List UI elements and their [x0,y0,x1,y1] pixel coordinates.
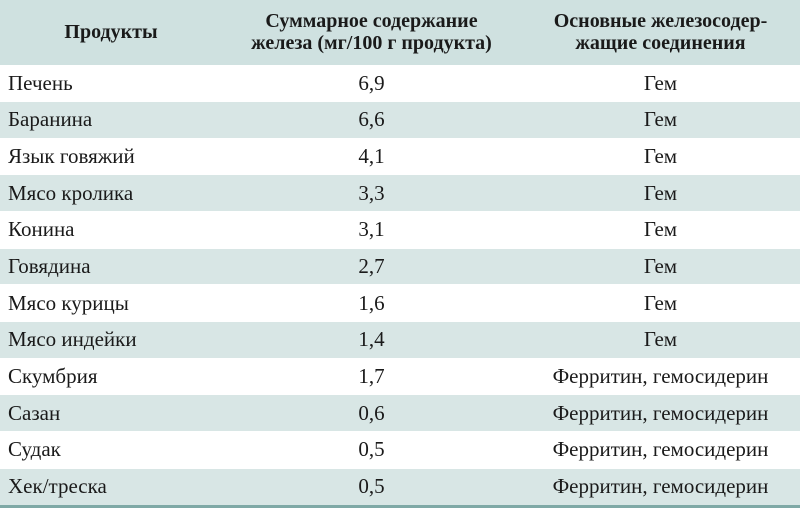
iron-value: 6,9 [222,64,521,102]
table-row: Сазан 0,6 Ферритин, гемосидерин [0,394,800,432]
product-name: Печень [0,64,222,102]
compound: Гем [521,284,800,322]
product-name: Хек/треска [0,467,222,505]
header-iron-content: Суммарное содержание железа (мг/100 г пр… [251,10,492,55]
iron-value: 6,6 [222,101,521,139]
product-name: Скумбрия [0,357,222,395]
header-products: Продукты [64,21,158,44]
compound: Гем [521,211,800,249]
table-body: Печень 6,9 Гем Баранина 6,6 Гем Язык гов… [0,64,800,505]
iron-value: 0,5 [222,431,521,469]
product-name: Сазан [0,394,222,432]
table-row: Конина 3,1 Гем [0,211,800,249]
iron-value: 0,5 [222,467,521,505]
product-name: Говядина [0,247,222,285]
product-name: Мясо курицы [0,284,222,322]
product-name: Конина [0,211,222,249]
compound: Ферритин, гемосидерин [521,394,800,432]
iron-value: 4,1 [222,137,521,175]
compound: Ферритин, гемосидерин [521,467,800,505]
compound: Гем [521,64,800,102]
iron-value: 2,7 [222,247,521,285]
table-row: Язык говяжий 4,1 Гем [0,137,800,175]
table-row: Судак 0,5 Ферритин, гемосидерин [0,431,800,469]
table-header: Продукты Суммарное содержание железа (мг… [0,0,800,65]
table-row: Мясо кролика 3,3 Гем [0,174,800,212]
product-name: Мясо кролика [0,174,222,212]
iron-value: 1,7 [222,357,521,395]
table-row: Говядина 2,7 Гем [0,247,800,285]
table-row: Хек/треска 0,5 Ферритин, гемосидерин [0,467,800,505]
product-name: Язык говяжий [0,137,222,175]
compound: Ферритин, гемосидерин [521,357,800,395]
header-compounds: Основные железосодер- жащие соединения [553,10,768,55]
table-row: Печень 6,9 Гем [0,64,800,102]
header-row: Продукты Суммарное содержание железа (мг… [0,0,800,65]
compound: Гем [521,247,800,285]
table-row: Скумбрия 1,7 Ферритин, гемосидерин [0,357,800,395]
product-name: Судак [0,431,222,469]
table-row: Мясо курицы 1,6 Гем [0,284,800,322]
compound: Гем [521,174,800,212]
compound: Гем [521,137,800,175]
compound: Ферритин, гемосидерин [521,431,800,469]
product-name: Мясо индейки [0,321,222,359]
product-name: Баранина [0,101,222,139]
iron-value: 1,4 [222,321,521,359]
iron-value: 3,3 [222,174,521,212]
table-row: Мясо индейки 1,4 Гем [0,321,800,359]
iron-value: 0,6 [222,394,521,432]
bottom-rule [0,504,800,508]
table-row: Баранина 6,6 Гем [0,101,800,139]
iron-value: 3,1 [222,211,521,249]
compound: Гем [521,101,800,139]
iron-value: 1,6 [222,284,521,322]
compound: Гем [521,321,800,359]
